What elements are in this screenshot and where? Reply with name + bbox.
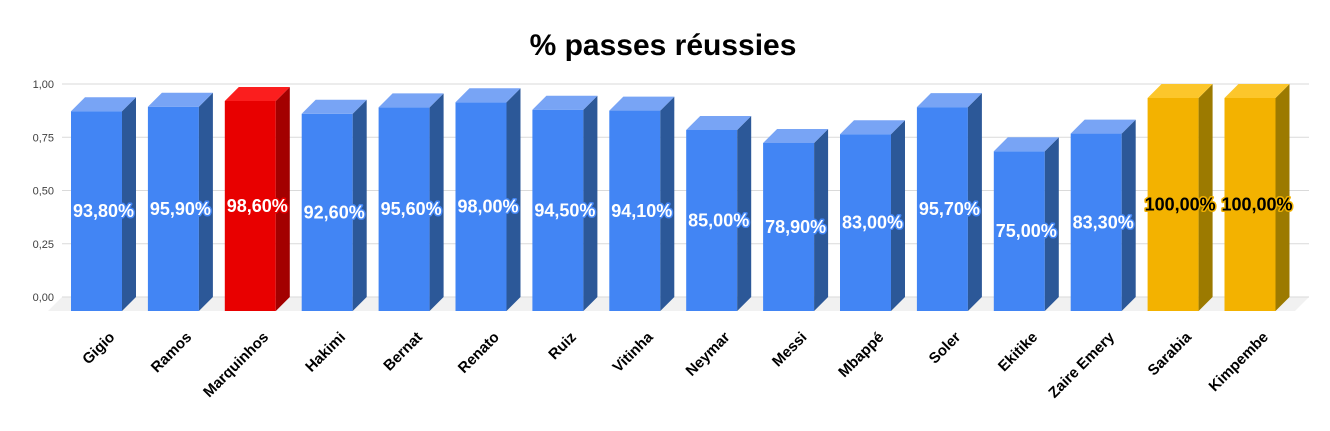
bar-top-zaire-emery — [1070, 119, 1136, 134]
y-axis-tick-label: 1,00 — [33, 79, 54, 91]
bar-side-vitinha — [660, 96, 675, 311]
y-axis-tick-label: 0,00 — [33, 292, 54, 304]
bar-top-ekitike — [993, 137, 1059, 152]
bar-top-bernat — [378, 93, 444, 108]
plot-area: 0,00 0,25 0,50 0,75 1,00 93,80% Gigio 95,90% Ram… — [33, 79, 1309, 402]
bar-side-soler — [967, 93, 982, 311]
x-axis-category-label: Ramos — [148, 329, 195, 376]
bar-top-neymar — [686, 115, 752, 130]
bar-side-gigio — [122, 97, 136, 312]
x-axis-category-label: Neymar — [683, 329, 734, 380]
bar-value-label: 95,60% — [381, 199, 442, 219]
bar-front-renato — [455, 102, 507, 311]
bar-side-zaire-emery — [1121, 119, 1136, 311]
bar-front-hakimi — [301, 113, 353, 312]
bar-front-messi — [763, 142, 815, 311]
bar-side-bernat — [429, 93, 444, 311]
y-axis-tick-label: 0,50 — [33, 186, 54, 198]
bar-top-messi — [763, 128, 829, 143]
bar-value-label: 98,60% — [227, 196, 288, 216]
bar-side-marquinhos — [275, 86, 290, 312]
bar-top-mbapp- — [840, 120, 905, 135]
bar-side-kimpembe — [1275, 84, 1290, 311]
bar-value-label: 78,90% — [765, 217, 826, 237]
bar-side-ruiz — [583, 95, 598, 311]
bar-value-label: 75,00% — [996, 221, 1057, 241]
y-axis-tick-label: 0,25 — [33, 239, 54, 251]
bar-top-soler — [916, 93, 982, 108]
chart-title: % passes réussies — [530, 29, 797, 62]
bar-top-ruiz — [532, 95, 598, 110]
bar-front-mbapp- — [840, 134, 891, 311]
bar-value-label: 100,00% — [1145, 195, 1216, 215]
bar-front-soler — [916, 107, 968, 311]
x-axis-category-label: Gigio — [79, 329, 118, 368]
bar-front-vitinha — [609, 110, 661, 311]
bar-top-gigio — [71, 97, 136, 112]
bar-front-ekitike — [993, 151, 1045, 311]
x-axis-category-label: Hakimi — [302, 329, 349, 376]
bar-top-hakimi — [301, 99, 367, 114]
x-axis-category-label: Mbappé — [835, 329, 887, 381]
bar-front-ramos — [147, 106, 199, 311]
chart-floor-3d — [48, 297, 1309, 311]
x-axis-category-label: Sarabia — [1145, 328, 1196, 379]
x-axis-category-label: Vitinha — [609, 328, 657, 376]
bar-side-messi — [814, 128, 829, 311]
bar-value-label: 92,60% — [304, 202, 365, 222]
bar-value-label: 94,10% — [611, 201, 672, 221]
x-axis-category-label: Renato — [455, 329, 503, 377]
x-axis-category-label: Ekitike — [995, 329, 1041, 375]
x-axis-category-label: Ruiz — [545, 329, 579, 363]
x-axis-category-label: Zaire Emery — [1045, 328, 1118, 401]
bar-top-marquinhos — [224, 86, 290, 101]
bar-side-mbapp- — [891, 120, 905, 312]
bar-front-zaire-emery — [1070, 133, 1122, 311]
bar-value-label: 83,00% — [842, 213, 903, 233]
bar-value-label: 94,50% — [534, 200, 595, 220]
bar-top-renato — [455, 88, 521, 103]
x-axis-category-label: Messi — [769, 329, 811, 371]
bar-front-marquinhos — [224, 100, 276, 312]
bar-value-label: 93,80% — [73, 201, 134, 221]
bar-top-ramos — [147, 92, 213, 107]
bar-side-ramos — [198, 92, 213, 311]
x-axis-category-label: Kimpembe — [1206, 329, 1272, 395]
bar-front-bernat — [378, 107, 430, 311]
x-axis-category-label: Marquinhos — [200, 329, 272, 401]
bar-top-kimpembe — [1224, 84, 1290, 98]
bar-side-renato — [506, 88, 521, 311]
bar-value-label: 95,90% — [150, 199, 211, 219]
bar-value-label: 100,00% — [1221, 195, 1292, 215]
bar-value-label: 98,00% — [457, 197, 518, 217]
bar-top-vitinha — [609, 96, 675, 111]
bar-value-label: 85,00% — [688, 210, 749, 230]
bar-top-sarabia — [1147, 84, 1213, 98]
x-axis-category-label: Soler — [926, 329, 965, 368]
bar-value-label: 83,30% — [1073, 212, 1134, 232]
bar-side-sarabia — [1198, 84, 1213, 311]
bar-value-label: 95,70% — [919, 199, 980, 219]
bar-side-ekitike — [1044, 137, 1059, 311]
bar-front-neymar — [686, 129, 738, 311]
y-axis-tick-label: 0,75 — [33, 132, 54, 144]
x-axis-category-label: Bernat — [380, 329, 426, 375]
bar-side-neymar — [737, 115, 752, 311]
bar-front-kimpembe — [1224, 98, 1276, 311]
bar-front-ruiz — [532, 109, 584, 311]
bar-front-sarabia — [1147, 98, 1199, 311]
bar-side-hakimi — [352, 99, 367, 312]
bar-front-gigio — [71, 111, 122, 312]
